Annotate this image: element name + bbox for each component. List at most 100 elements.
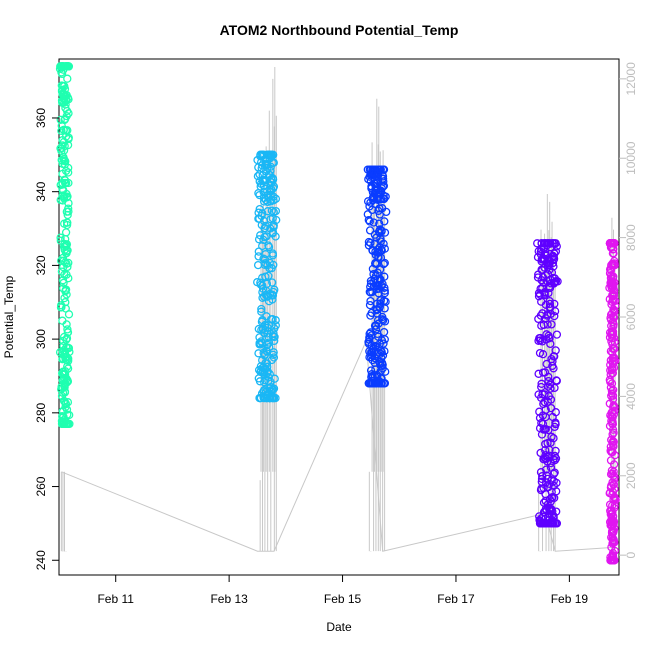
data-point — [59, 146, 69, 155]
data-point — [269, 260, 278, 270]
data-point — [545, 299, 555, 309]
data-point — [380, 217, 389, 226]
data-point — [61, 157, 70, 166]
data-point — [256, 393, 265, 403]
data-point — [380, 258, 389, 268]
data-point — [609, 333, 619, 343]
data-point — [378, 182, 388, 191]
data-point — [380, 347, 389, 356]
data-point — [608, 239, 617, 248]
data-point — [379, 327, 389, 337]
data-point — [262, 279, 272, 288]
data-point — [608, 312, 618, 321]
data-point — [263, 362, 272, 371]
data-point — [378, 165, 388, 174]
data-point — [381, 297, 390, 306]
series-2 — [253, 150, 281, 403]
data-point — [61, 228, 71, 237]
y-left-tick-label: 260 — [34, 476, 48, 496]
data-point — [380, 317, 390, 326]
data-point — [551, 346, 560, 355]
altitude-line-layer — [60, 66, 616, 552]
chart-title: ATOM2 Northbound Potential_Temp — [220, 22, 459, 38]
data-point — [269, 158, 278, 167]
data-point — [536, 519, 545, 528]
data-point — [549, 469, 558, 479]
data-point — [375, 204, 384, 213]
y-right-tick-label: 8000 — [624, 224, 638, 251]
data-point — [266, 166, 275, 175]
data-point — [609, 363, 619, 372]
data-point — [607, 416, 616, 426]
data-point — [261, 259, 270, 268]
data-point — [380, 283, 389, 292]
data-point — [58, 419, 68, 429]
data-point — [381, 367, 390, 376]
data-point — [375, 303, 384, 313]
data-point — [62, 62, 71, 71]
data-point — [540, 390, 549, 399]
data-point — [264, 338, 274, 347]
data-point — [376, 379, 386, 388]
data-point — [544, 425, 553, 435]
data-point — [64, 109, 73, 118]
data-point — [268, 249, 277, 258]
x-tick-label: Feb 15 — [324, 592, 362, 606]
data-point — [261, 364, 270, 374]
data-point — [538, 337, 547, 346]
data-point — [610, 451, 620, 460]
data-point — [546, 384, 555, 393]
data-point — [378, 170, 387, 179]
data-point — [608, 408, 617, 417]
data-point — [63, 246, 72, 255]
data-point — [546, 339, 555, 349]
data-point — [609, 536, 618, 546]
data-point — [610, 278, 619, 287]
data-point — [369, 270, 378, 279]
y-right-tick-label: 10000 — [624, 141, 638, 175]
data-point — [61, 399, 70, 408]
data-point — [268, 385, 278, 394]
data-point — [550, 468, 559, 477]
data-point — [610, 546, 619, 556]
data-point — [551, 247, 561, 256]
data-point — [551, 454, 561, 463]
data-point — [64, 274, 73, 283]
data-point — [261, 221, 270, 231]
data-point — [608, 501, 617, 510]
data-point — [365, 333, 374, 342]
data-point — [550, 352, 559, 361]
series-1 — [55, 62, 74, 429]
data-point — [64, 310, 74, 319]
data-point — [552, 507, 561, 516]
data-point — [609, 519, 618, 529]
data-point — [611, 495, 620, 504]
data-point — [263, 207, 272, 216]
data-point — [266, 315, 276, 324]
data-point — [609, 471, 618, 480]
data-point — [551, 408, 560, 417]
data-point — [271, 194, 281, 203]
data-point — [257, 304, 266, 314]
data-point — [260, 350, 270, 359]
data-point — [378, 351, 388, 360]
data-point — [380, 228, 390, 237]
data-point — [550, 249, 559, 258]
data-point — [61, 298, 70, 307]
data-point — [363, 210, 372, 219]
series-4 — [533, 239, 562, 528]
data-point — [610, 503, 619, 513]
data-point — [378, 312, 387, 322]
data-point — [541, 446, 550, 455]
data-point — [382, 207, 391, 217]
data-point — [268, 278, 277, 287]
axes-layer: Feb 11 Feb 13 Feb 15 Feb 17 Feb 19 240 260 280 3… — [34, 62, 638, 606]
data-point — [380, 272, 389, 281]
data-point — [60, 156, 69, 165]
data-point — [269, 150, 278, 159]
data-point — [609, 410, 619, 419]
data-point — [63, 93, 73, 102]
y-left-tick-label: 240 — [34, 550, 48, 570]
data-point — [550, 311, 559, 321]
data-point — [377, 184, 386, 193]
